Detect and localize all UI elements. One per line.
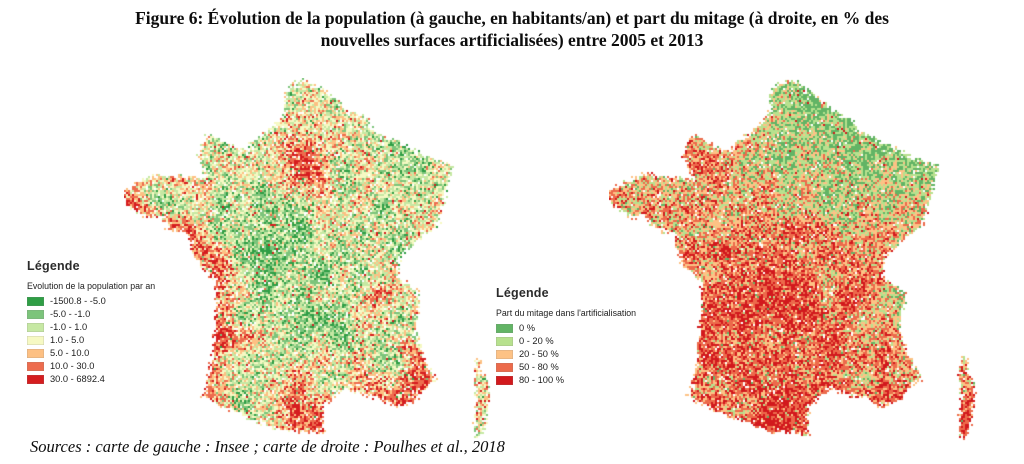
sources-caption: Sources : carte de gauche : Insee ; cart…	[30, 437, 505, 456]
legend-item: 0 - 20 %	[496, 336, 636, 346]
legend-swatch	[27, 322, 44, 332]
legend-swatch	[496, 349, 513, 359]
legend-item-label: 80 - 100 %	[519, 375, 564, 385]
legend-title: Légende	[27, 259, 80, 273]
legend-item-label: -1500.8 - -5.0	[50, 296, 106, 306]
legend-item: -1.0 - 1.0	[27, 322, 155, 332]
legend-swatch	[27, 361, 44, 371]
legend-swatch	[27, 309, 44, 319]
legend-swatch	[496, 375, 513, 385]
legend-item: -5.0 - -1.0	[27, 309, 155, 319]
legend-item: 0 %	[496, 323, 636, 333]
legend-subtitle: Part du mitage dans l'artificialisation	[496, 308, 637, 318]
legend-item-label: 10.0 - 30.0	[50, 361, 95, 371]
legend-item-label: 30.0 - 6892.4	[50, 374, 105, 384]
legend-swatch	[27, 348, 44, 358]
legend-items: 0 % 0 - 20 % 20 - 50 % 50 - 80 % 80 - 100 %	[496, 323, 636, 385]
figure-title: Figure 6: Évolution de la population (à …	[0, 7, 1024, 51]
legend-items: -1500.8 - -5.0 -5.0 - -1.0 -1.0 - 1.0 1.0 -…	[27, 296, 155, 384]
legend-item: 30.0 - 6892.4	[27, 374, 155, 384]
mitage-map-canvas	[609, 78, 985, 454]
legend-subtitle: Evolution de la population par an	[27, 281, 156, 291]
legend-swatch	[496, 336, 513, 346]
legend-population: Légende Evolution de la population par a…	[27, 259, 155, 387]
figure-title-line1: Figure 6: Évolution de la population (à …	[135, 8, 889, 28]
legend-item: 5.0 - 10.0	[27, 348, 155, 358]
legend-item: 50 - 80 %	[496, 362, 636, 372]
legend-swatch	[496, 323, 513, 333]
legend-item-label: 1.0 - 5.0	[50, 335, 85, 345]
legend-item-label: -5.0 - -1.0	[50, 309, 91, 319]
legend-item-label: 50 - 80 %	[519, 362, 559, 372]
legend-mitage: Légende Part du mitage dans l'artificial…	[496, 286, 636, 388]
legend-item-label: -1.0 - 1.0	[50, 322, 88, 332]
legend-swatch	[27, 296, 44, 306]
population-map-canvas	[124, 78, 500, 454]
legend-swatch	[27, 374, 44, 384]
figure-title-line2: nouvelles surfaces artificialisées) entr…	[320, 30, 704, 50]
legend-item-label: 20 - 50 %	[519, 349, 559, 359]
legend-swatch	[496, 362, 513, 372]
legend-item: 10.0 - 30.0	[27, 361, 155, 371]
legend-item-label: 0 - 20 %	[519, 336, 554, 346]
legend-item-label: 5.0 - 10.0	[50, 348, 90, 358]
legend-swatch	[27, 335, 44, 345]
legend-item: -1500.8 - -5.0	[27, 296, 155, 306]
legend-title: Légende	[496, 286, 549, 300]
legend-item: 80 - 100 %	[496, 375, 636, 385]
legend-item: 1.0 - 5.0	[27, 335, 155, 345]
legend-item-label: 0 %	[519, 323, 536, 333]
legend-item: 20 - 50 %	[496, 349, 636, 359]
